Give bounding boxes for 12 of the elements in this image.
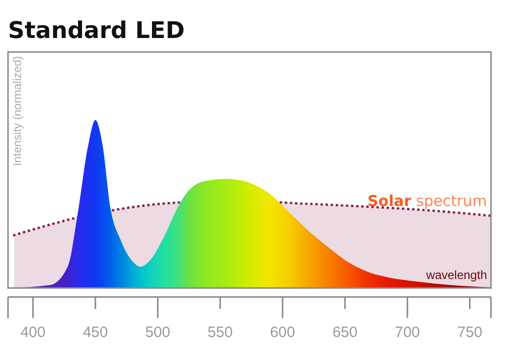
x-tick-label: 750 [457, 324, 482, 341]
x-tick-label: 700 [394, 324, 420, 341]
chart-title: Standard LED [8, 18, 185, 44]
x-tick-label: 400 [20, 324, 46, 341]
y-axis-title: Intensity (normalized) [12, 56, 24, 166]
x-tick-label: 500 [145, 324, 170, 341]
x-tick-label: 650 [332, 324, 358, 341]
x-tick-label: 600 [270, 324, 296, 341]
x-tick-label: 450 [82, 324, 108, 341]
x-tick-label: 550 [208, 324, 233, 341]
x-axis-title: wavelength [425, 268, 487, 282]
series-label: Solar spectrum [367, 192, 487, 210]
